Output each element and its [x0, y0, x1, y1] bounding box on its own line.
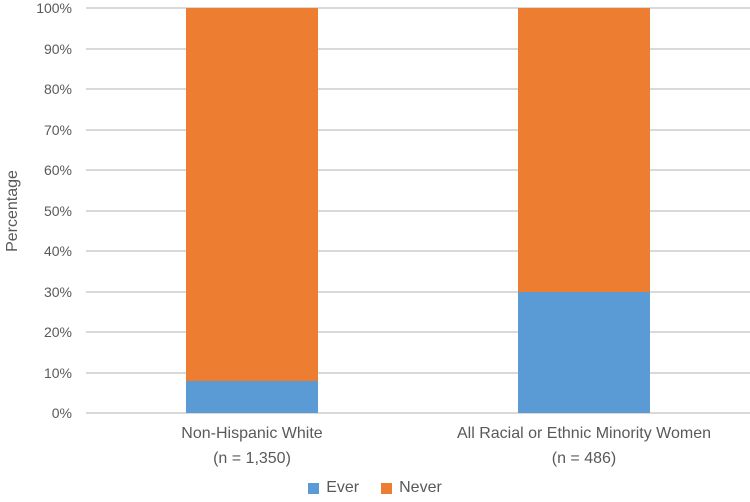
category-label: Non-Hispanic White (n = 1,350): [86, 421, 418, 471]
stacked-bar: [518, 8, 650, 413]
legend-label: Ever: [326, 479, 360, 496]
y-axis-ticks: 0% 10% 20% 30% 40% 50% 60% 70% 80% 90% 100%: [0, 0, 72, 421]
category-label-line2: (n = 486): [551, 450, 617, 467]
legend-swatch-icon: [381, 482, 393, 494]
y-tick-label: 100%: [36, 0, 72, 16]
y-tick-label: 80%: [43, 81, 72, 97]
stacked-bar: [186, 8, 318, 413]
x-axis-category-labels: Non-Hispanic White (n = 1,350) All Racial …: [86, 421, 750, 471]
gridline: [86, 331, 750, 333]
gridline: [86, 250, 750, 252]
category-label: All Racial or Ethnic Minority Women (n = …: [418, 421, 750, 471]
y-tick-label: 0%: [51, 405, 72, 421]
legend-swatch-icon: [308, 482, 320, 494]
y-tick-label: 10%: [43, 364, 72, 381]
gridline: [86, 128, 750, 131]
gridline: [86, 290, 750, 293]
y-tick-label: 50%: [43, 202, 72, 219]
gridline: [86, 209, 750, 212]
legend-label: Never: [399, 479, 442, 496]
y-tick-label: 40%: [43, 243, 72, 259]
bar-segment-ever: [186, 380, 318, 413]
legend: Ever Never: [0, 479, 750, 497]
legend-item-never: Never: [381, 479, 442, 497]
y-tick-label: 30%: [43, 283, 72, 300]
gridline: [86, 412, 750, 414]
category-slot: [86, 8, 418, 413]
gridline: [86, 7, 750, 9]
category-slot: [418, 8, 750, 413]
gridline: [86, 47, 750, 50]
plot-area: [86, 7, 750, 414]
y-tick-label: 60%: [43, 162, 72, 178]
category-label-line1: All Racial or Ethnic Minority Women: [456, 425, 711, 442]
y-tick-label: 70%: [43, 121, 72, 138]
bars-row: [86, 8, 750, 413]
bar-segment-never: [518, 8, 650, 292]
category-label-line2: (n = 1,350): [213, 450, 291, 467]
gridline: [86, 169, 750, 171]
bar-segment-never: [186, 8, 318, 381]
bar-segment-ever: [518, 291, 650, 413]
category-label-line1: Non-Hispanic White: [181, 425, 323, 442]
y-tick-label: 90%: [43, 40, 72, 57]
y-tick-label: 20%: [43, 324, 72, 340]
gridline: [86, 88, 750, 90]
gridline: [86, 371, 750, 374]
legend-item-ever: Ever: [308, 479, 359, 497]
